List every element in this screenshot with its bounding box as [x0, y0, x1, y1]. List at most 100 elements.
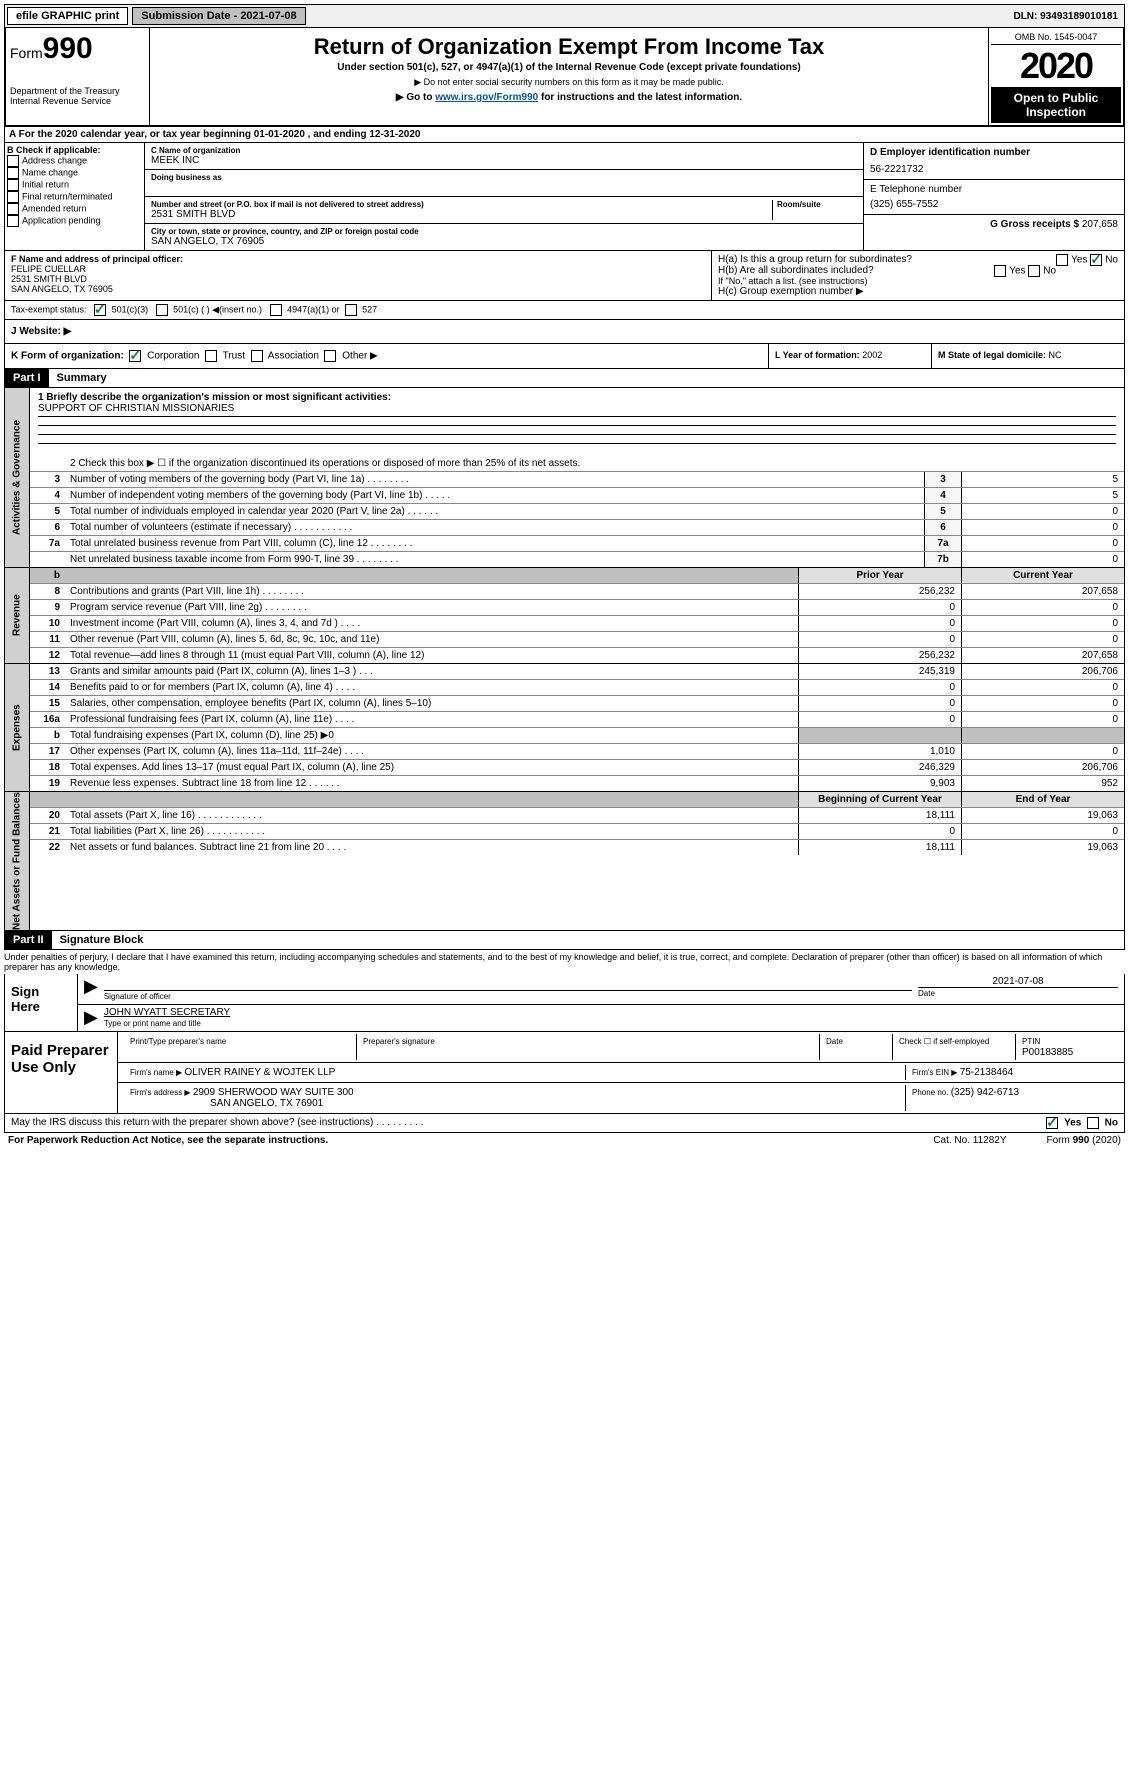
table-row: 16aProfessional fundraising fees (Part I…: [30, 712, 1124, 728]
table-row: 20Total assets (Part X, line 16) . . . .…: [30, 808, 1124, 824]
open-public-badge: Open to Public Inspection: [991, 87, 1121, 123]
year-formation-value: 2002: [862, 350, 882, 360]
hb-note: If "No," attach a list. (see instruction…: [718, 276, 1118, 286]
cb-501c[interactable]: [156, 304, 168, 316]
form-subtitle-3: ▶ Go to www.irs.gov/Form990 for instruct…: [154, 92, 984, 103]
paid-preparer-label: Paid Preparer Use Only: [5, 1032, 118, 1113]
dln-label: DLN: 93493189010181: [1013, 11, 1124, 22]
cb-corp[interactable]: [129, 350, 141, 362]
footer-mid: Cat. No. 11282Y: [933, 1135, 1006, 1146]
box-m: M State of legal domicile: NC: [931, 344, 1124, 368]
cb-trust[interactable]: [205, 350, 217, 362]
table-row: 10Investment income (Part VIII, column (…: [30, 616, 1124, 632]
omb-number: OMB No. 1545-0047: [991, 30, 1121, 45]
firm-addr-label: Firm's address ▶: [130, 1088, 193, 1097]
table-row: 13Grants and similar amounts paid (Part …: [30, 664, 1124, 680]
firm-phone-label: Phone no.: [912, 1088, 951, 1097]
firm-ein: 75-2138464: [960, 1067, 1013, 1078]
col-eoy: End of Year: [961, 792, 1124, 807]
firm-name: OLIVER RAINEY & WOJTEK LLP: [184, 1067, 335, 1078]
cb-assoc[interactable]: [251, 350, 263, 362]
q2-text: 2 Check this box ▶ ☐ if the organization…: [66, 456, 1124, 471]
checkbox-amended[interactable]: [7, 203, 19, 215]
box-f: F Name and address of principal officer:…: [5, 251, 712, 300]
goto-prefix: ▶ Go to: [396, 92, 435, 103]
hc-label: H(c) Group exemption number ▶: [718, 286, 1118, 297]
firm-city: SAN ANGELO, TX 76901: [130, 1098, 323, 1109]
netassets-block: Net Assets or Fund Balances Beginning of…: [4, 792, 1125, 931]
form-number: 990: [43, 32, 93, 65]
page-footer: For Paperwork Reduction Act Notice, see …: [4, 1133, 1125, 1148]
table-row: bTotal fundraising expenses (Part IX, co…: [30, 728, 1124, 744]
cb-4947[interactable]: [270, 304, 282, 316]
opt-app-pending: Application pending: [22, 215, 101, 225]
checkbox-address-change[interactable]: [7, 155, 19, 167]
goto-suffix: for instructions and the latest informat…: [538, 92, 742, 103]
org-address: 2531 SMITH BLVD: [151, 209, 772, 220]
b-cell: b: [30, 568, 66, 583]
checkbox-app-pending[interactable]: [7, 215, 19, 227]
side-governance: Activities & Governance: [5, 388, 30, 567]
opt-501c3: 501(c)(3): [112, 304, 149, 314]
box-k: K Form of organization: Corporation Trus…: [5, 344, 768, 368]
table-row: 11Other revenue (Part VIII, column (A), …: [30, 632, 1124, 648]
box-b: B Check if applicable: Address change Na…: [5, 143, 145, 250]
firm-ein-label: Firm's EIN ▶: [912, 1068, 960, 1077]
checkbox-initial-return[interactable]: [7, 179, 19, 191]
cb-501c3[interactable]: [94, 304, 106, 316]
dept-treasury: Department of the Treasury Internal Reve…: [10, 86, 145, 106]
opt-501c: 501(c) ( ) ◀(insert no.): [173, 304, 262, 314]
sig-officer-label: Signature of officer: [104, 992, 171, 1001]
ein-value: 56-2221732: [870, 164, 1118, 175]
submission-date-chip: Submission Date - 2021-07-08: [132, 7, 305, 25]
form-org-label: K Form of organization:: [11, 351, 124, 362]
no-2: No: [1043, 266, 1056, 277]
tax-period: A For the 2020 calendar year, or tax yea…: [4, 127, 1125, 143]
opt-amended: Amended return: [22, 203, 87, 213]
footer-right: Form 990 (2020): [1047, 1135, 1121, 1146]
col-prior-year: Prior Year: [798, 568, 961, 583]
irs-link[interactable]: www.irs.gov/Form990: [435, 92, 538, 103]
cb-527[interactable]: [345, 304, 357, 316]
hb-yes[interactable]: [994, 265, 1006, 277]
table-row: 12Total revenue—add lines 8 through 11 (…: [30, 648, 1124, 663]
discuss-no-label: No: [1105, 1118, 1118, 1129]
name-arrow-icon: ▶: [84, 1007, 98, 1029]
tax-exempt-block: Tax-exempt status: 501(c)(3) 501(c) ( ) …: [4, 301, 1125, 320]
firm-name-label: Firm's name ▶: [130, 1068, 184, 1077]
hb-no[interactable]: [1028, 265, 1040, 277]
firm-phone: (325) 942-6713: [951, 1087, 1019, 1098]
q1-label: 1 Briefly describe the organization's mi…: [38, 392, 391, 403]
website-label: J Website: ▶: [11, 326, 71, 337]
penalties-text: Under penalties of perjury, I declare th…: [4, 950, 1125, 974]
part-ii-header: Part II Signature Block: [4, 931, 1125, 950]
table-row: 7aTotal unrelated business revenue from …: [30, 536, 1124, 552]
table-row: 17Other expenses (Part IX, column (A), l…: [30, 744, 1124, 760]
table-row: 21Total liabilities (Part X, line 26) . …: [30, 824, 1124, 840]
discuss-yes[interactable]: [1046, 1117, 1058, 1129]
part-i-header: Part I Summary: [4, 369, 1125, 388]
discuss-no[interactable]: [1087, 1117, 1099, 1129]
city-label: City or town, state or province, country…: [151, 227, 857, 236]
box-b-title: B Check if applicable:: [7, 145, 101, 155]
phone-label: E Telephone number: [870, 184, 962, 195]
ha-no[interactable]: [1090, 254, 1102, 266]
efile-print-button[interactable]: efile GRAPHIC print: [7, 7, 128, 25]
opt-name-change: Name change: [22, 167, 78, 177]
form-subtitle-1: Under section 501(c), 527, or 4947(a)(1)…: [154, 62, 984, 73]
tax-period-text: A For the 2020 calendar year, or tax yea…: [9, 129, 420, 140]
checkbox-final-return[interactable]: [7, 191, 19, 203]
q1-block: 1 Briefly describe the organization's mi…: [30, 388, 1124, 456]
discuss-row: May the IRS discuss this return with the…: [4, 1114, 1125, 1133]
tax-exempt-label: Tax-exempt status:: [11, 304, 87, 314]
table-row: 14Benefits paid to or for members (Part …: [30, 680, 1124, 696]
part-i-badge: Part I: [5, 369, 49, 387]
table-row: 9Program service revenue (Part VIII, lin…: [30, 600, 1124, 616]
org-city: SAN ANGELO, TX 76905: [151, 236, 857, 247]
identity-block: B Check if applicable: Address change Na…: [4, 143, 1125, 251]
ha-yes[interactable]: [1056, 254, 1068, 266]
box-h: H(a) Is this a group return for subordin…: [712, 251, 1124, 300]
checkbox-name-change[interactable]: [7, 167, 19, 179]
box-j: J Website: ▶: [4, 320, 1125, 344]
cb-other[interactable]: [324, 350, 336, 362]
